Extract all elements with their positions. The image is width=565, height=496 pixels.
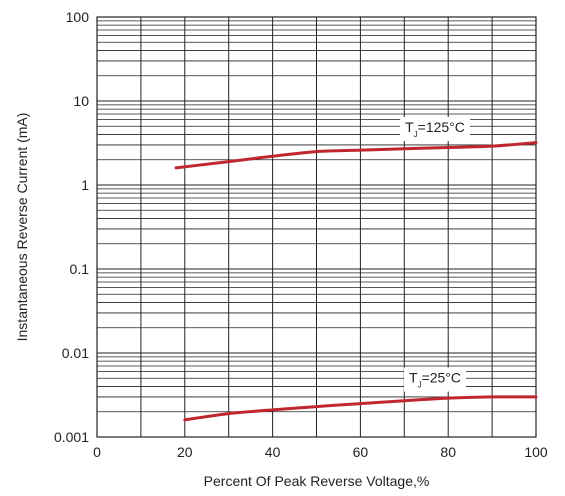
- y-tick-label: 0.001: [54, 429, 89, 445]
- x-tick-label: 60: [353, 444, 369, 460]
- annotation-label: TJ=25°C: [409, 370, 461, 390]
- y-tick-label: 0.01: [62, 345, 89, 361]
- x-tick-label: 80: [440, 444, 456, 460]
- annotations: TJ=125°C TJ=25°C: [400, 117, 470, 392]
- x-tick-label: 0: [93, 444, 101, 460]
- x-tick-label: 20: [177, 444, 193, 460]
- y-tick-labels: 100 10 1 0.1 0.01 0.001: [54, 9, 89, 445]
- annotation-label: TJ=125°C: [405, 119, 465, 139]
- annotation-background: [400, 117, 470, 142]
- x-tick-label: 100: [524, 444, 548, 460]
- y-tick-label: 10: [73, 93, 89, 109]
- x-tick-labels: 0 20 40 60 80 100: [93, 444, 548, 460]
- y-tick-label: 0.1: [70, 261, 90, 277]
- series-line: [183, 395, 538, 422]
- y-axis-title: Instantaneous Reverse Current (mA): [14, 113, 30, 342]
- y-tick-label: 1: [81, 177, 89, 193]
- series-lines: [174, 141, 538, 422]
- series-line: [174, 141, 538, 170]
- plot-frame: [96, 16, 537, 438]
- x-axis-title: Percent Of Peak Reverse Voltage,%: [204, 473, 430, 489]
- grid-major-lines: [96, 16, 537, 438]
- series-annotation: TJ=25°C: [404, 367, 467, 392]
- series-annotation: TJ=125°C: [400, 117, 470, 142]
- y-tick-label: 100: [66, 9, 90, 25]
- annotation-background: [404, 367, 467, 392]
- x-tick-label: 40: [265, 444, 281, 460]
